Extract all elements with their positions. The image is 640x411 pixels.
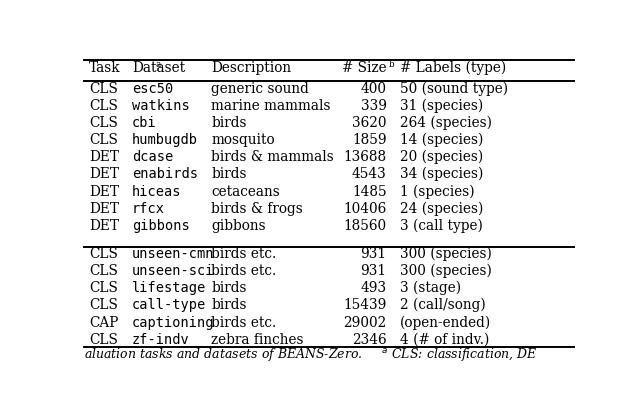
- Text: mosquito: mosquito: [211, 133, 275, 147]
- Text: marine mammals: marine mammals: [211, 99, 331, 113]
- Text: CLS: CLS: [89, 82, 118, 96]
- Text: Dataset: Dataset: [132, 61, 185, 75]
- Text: 14 (species): 14 (species): [400, 133, 483, 147]
- Text: gibbons: gibbons: [132, 219, 190, 233]
- Text: CLS: CLS: [89, 298, 118, 312]
- Text: gibbons: gibbons: [211, 219, 266, 233]
- Text: 4 (# of indv.): 4 (# of indv.): [400, 332, 490, 346]
- Text: rfcx: rfcx: [132, 202, 165, 216]
- Text: DET: DET: [89, 150, 119, 164]
- Text: DET: DET: [89, 202, 119, 216]
- Text: b: b: [389, 60, 395, 69]
- Text: 400: 400: [360, 82, 387, 96]
- Text: DET: DET: [89, 167, 119, 181]
- Text: aluation tasks and datasets of BEANS-Zero.     $^a$ CLS: classification, DE: aluation tasks and datasets of BEANS-Zer…: [84, 346, 538, 363]
- Text: 50 (sound type): 50 (sound type): [400, 82, 508, 96]
- Text: 10406: 10406: [343, 202, 387, 216]
- Text: Task: Task: [89, 61, 120, 75]
- Text: 300 (species): 300 (species): [400, 264, 492, 278]
- Text: 13688: 13688: [344, 150, 387, 164]
- Text: 339: 339: [360, 99, 387, 113]
- Text: CLS: CLS: [89, 247, 118, 261]
- Text: CLS: CLS: [89, 264, 118, 278]
- Text: 24 (species): 24 (species): [400, 201, 483, 216]
- Text: 264 (species): 264 (species): [400, 116, 492, 130]
- Text: # Labels (type): # Labels (type): [400, 61, 506, 75]
- Text: birds etc.: birds etc.: [211, 264, 276, 278]
- Text: 20 (species): 20 (species): [400, 150, 483, 164]
- Text: 493: 493: [360, 282, 387, 296]
- Text: humbugdb: humbugdb: [132, 133, 198, 147]
- Text: esc50: esc50: [132, 82, 173, 96]
- Text: call-type: call-type: [132, 298, 206, 312]
- Text: DET: DET: [89, 219, 119, 233]
- Text: CLS: CLS: [89, 332, 118, 346]
- Text: 931: 931: [360, 247, 387, 261]
- Text: captioning: captioning: [132, 316, 214, 330]
- Text: birds: birds: [211, 116, 247, 130]
- Text: 2346: 2346: [352, 332, 387, 346]
- Text: enabirds: enabirds: [132, 167, 198, 181]
- Text: 3620: 3620: [352, 116, 387, 130]
- Text: 1485: 1485: [352, 185, 387, 199]
- Text: 29002: 29002: [343, 316, 387, 330]
- Text: birds: birds: [211, 298, 247, 312]
- Text: 300 (species): 300 (species): [400, 247, 492, 261]
- Text: 15439: 15439: [343, 298, 387, 312]
- Text: CLS: CLS: [89, 116, 118, 130]
- Text: birds: birds: [211, 282, 247, 296]
- Text: CLS: CLS: [89, 99, 118, 113]
- Text: 3 (call type): 3 (call type): [400, 218, 483, 233]
- Text: unseen-sci: unseen-sci: [132, 264, 214, 278]
- Text: birds etc.: birds etc.: [211, 316, 276, 330]
- Text: 34 (species): 34 (species): [400, 167, 483, 181]
- Text: Description: Description: [211, 61, 292, 75]
- Text: dcase: dcase: [132, 150, 173, 164]
- Text: 3 (stage): 3 (stage): [400, 281, 461, 296]
- Text: 2 (call/song): 2 (call/song): [400, 298, 486, 312]
- Text: watkins: watkins: [132, 99, 190, 113]
- Text: (open-ended): (open-ended): [400, 315, 491, 330]
- Text: DET: DET: [89, 185, 119, 199]
- Text: birds: birds: [211, 167, 247, 181]
- Text: unseen-cmn: unseen-cmn: [132, 247, 214, 261]
- Text: CLS: CLS: [89, 282, 118, 296]
- Text: birds etc.: birds etc.: [211, 247, 276, 261]
- Text: # Size: # Size: [342, 61, 387, 75]
- Text: CLS: CLS: [89, 133, 118, 147]
- Text: cbi: cbi: [132, 116, 157, 130]
- Text: 1859: 1859: [352, 133, 387, 147]
- Text: 4543: 4543: [352, 167, 387, 181]
- Text: hiceas: hiceas: [132, 185, 182, 199]
- Text: generic sound: generic sound: [211, 82, 309, 96]
- Text: birds & frogs: birds & frogs: [211, 202, 303, 216]
- Text: 1 (species): 1 (species): [400, 184, 474, 199]
- Text: 931: 931: [360, 264, 387, 278]
- Text: zebra finches: zebra finches: [211, 332, 304, 346]
- Text: CAP: CAP: [89, 316, 118, 330]
- Text: cetaceans: cetaceans: [211, 185, 280, 199]
- Text: a: a: [155, 60, 161, 69]
- Text: birds & mammals: birds & mammals: [211, 150, 334, 164]
- Text: lifestage: lifestage: [132, 282, 206, 296]
- Text: zf-indv: zf-indv: [132, 332, 190, 346]
- Text: 31 (species): 31 (species): [400, 99, 483, 113]
- Text: 18560: 18560: [344, 219, 387, 233]
